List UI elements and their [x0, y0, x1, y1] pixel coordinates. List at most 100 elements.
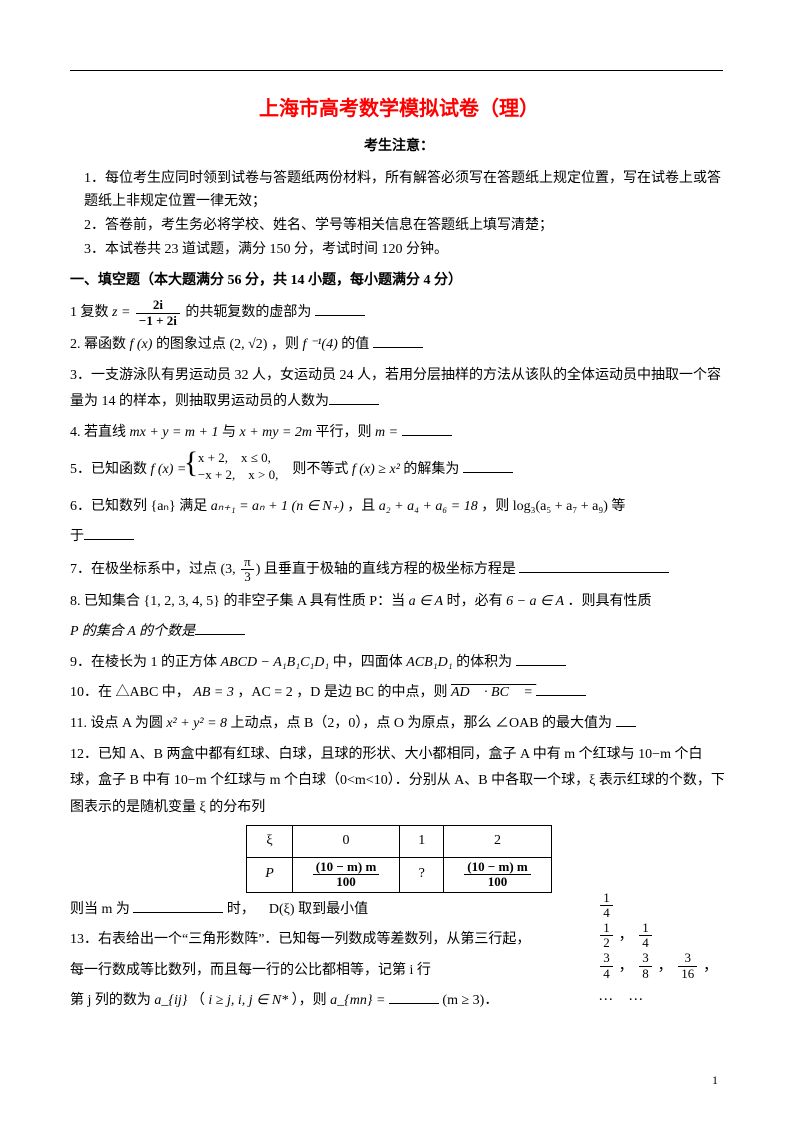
p0-num: (10 − m) m: [313, 860, 379, 875]
q10-ac: ，AC = 2: [237, 685, 292, 700]
q1-text-a: 1 复数: [70, 305, 112, 320]
tri-dots: … …: [598, 981, 718, 1011]
t21d: 2: [600, 936, 613, 950]
t33d: 16: [678, 967, 697, 981]
t22d: 4: [639, 936, 652, 950]
q8-e: P 的集合 A 的个数是: [70, 624, 195, 639]
table-row: ξ 0 1 2: [247, 826, 552, 858]
q10-a: 10．在 △ABC 中，: [70, 685, 190, 700]
q1-z: z =: [112, 305, 130, 320]
q2-a: 2. 幂函数: [70, 337, 130, 352]
t31d: 4: [600, 967, 613, 981]
td-p0: (10 − m) m 100: [292, 857, 399, 892]
td-p2: (10 − m) m 100: [444, 857, 551, 892]
q13-e: ），则: [292, 993, 331, 1008]
td-p: P: [265, 866, 274, 881]
q4-m: m =: [375, 425, 402, 440]
q6-blank: [84, 525, 134, 540]
p0-den: 100: [313, 875, 379, 889]
question-3: 3．一支游泳队有男运动员 32 人，女运动员 24 人，若用分层抽样的方法从该队…: [70, 363, 728, 416]
q4-blank: [402, 421, 452, 436]
q11-b: 上动点，点 B（2，0），点 O 为原点，那么 ∠OAB 的最大值为: [231, 716, 613, 731]
q10-vec: AD⃗ · BC⃗ =: [451, 685, 536, 700]
q13-cond: i ≥ j, i, j ∈ N*: [208, 993, 288, 1008]
q8-set: {1, 2, 3, 4, 5}: [144, 594, 220, 609]
q6-d: ，则: [481, 499, 513, 514]
q5-a: 5．已知函数: [70, 462, 151, 477]
q7-lp: (3,: [221, 562, 240, 577]
question-9: 9．在棱长为 1 的正方体 ABCD − A₁B₁C₁D₁ 中，四面体 ACB₁…: [70, 650, 728, 677]
q13-a: 13．右表给出一个“三角形数阵”．已知每一列数成等差数列，从第三行起，: [70, 932, 530, 947]
q4-l2: x + my = 2m: [240, 425, 313, 440]
instruction-2: 2．答卷前，考生务必将学校、姓名、学号等相关信息在答题纸上填写清楚；: [84, 214, 728, 238]
brace-icon: {: [184, 448, 198, 478]
q2-finv: f ⁻¹(4): [302, 337, 337, 352]
q4-a: 4. 若直线: [70, 425, 130, 440]
q7-a: 7．在极坐标系中，过点: [70, 562, 217, 577]
q7-frac: π 3: [241, 555, 254, 585]
q8-c: 时，必有: [447, 594, 507, 609]
q6-b: 满足: [179, 499, 211, 514]
q10-b: ，D 是边 BC 的中点，则: [296, 685, 451, 700]
q4-b: 平行，则: [316, 425, 376, 440]
q2-d: 的值: [341, 337, 369, 352]
q11-circ: x² + y² = 8: [166, 716, 227, 731]
q5-ineq: f (x) ≥ x²: [352, 462, 400, 477]
t11d: 4: [600, 906, 613, 920]
q8-b: 的非空子集 A 具有性质 P：当: [223, 594, 408, 609]
t32d: 8: [639, 967, 652, 981]
q6-sum: a₂ + a₄ + a₆ = 18: [379, 499, 478, 514]
q9-b: 中，四面体: [333, 655, 407, 670]
q4-l1: mx + y = m + 1: [130, 425, 219, 440]
question-11: 11. 设点 A 为圆 x² + y² = 8 上动点，点 B（2，0），点 O…: [70, 711, 728, 738]
triangle-array: 14 12 ， 14 34 ， 38 ， 316 ， … …: [598, 890, 718, 1011]
q1-text-b: 的共轭复数的虚部为: [185, 305, 311, 320]
q6-a: 6．已知数列: [70, 499, 147, 514]
q10-blank: [536, 681, 586, 696]
th-xi: ξ: [247, 826, 293, 858]
question-1: 1 复数 z = 2i −1 + 2i 的共轭复数的虚部为: [70, 298, 728, 328]
q2-f: f (x): [130, 337, 153, 352]
q1-blank: [315, 301, 365, 316]
q1-fraction: 2i −1 + 2i: [136, 298, 180, 328]
q12-b: 则当 m 为: [70, 902, 130, 917]
q1-num: 2i: [136, 298, 180, 313]
q6-f: 于: [70, 529, 84, 544]
question-6: 6．已知数列 {aₙ} 满足 aₙ₊₁ = aₙ + 1 (n ∈ N₊) ，且…: [70, 494, 728, 521]
question-10: 10．在 △ABC 中， AB = 3 ，AC = 2 ，D 是边 BC 的中点…: [70, 680, 728, 707]
page-title: 上海市高考数学模拟试卷（理）: [70, 90, 728, 128]
q6-e: 等: [611, 499, 625, 514]
top-rule: [70, 70, 723, 71]
q7-rp: ): [256, 562, 261, 577]
q9-blank: [516, 651, 566, 666]
t31n: 3: [600, 951, 613, 966]
q12-c: 时， D(ξ) 取到最小值: [227, 902, 368, 917]
q12-blank: [133, 898, 223, 913]
question-2: 2. 幂函数 f (x) 的图象过点 (2, √2) ，则 f ⁻¹(4) 的值: [70, 332, 728, 359]
t11n: 1: [600, 891, 613, 906]
t33n: 3: [678, 951, 697, 966]
td-p1: ?: [400, 857, 444, 892]
question-7: 7．在极坐标系中，过点 (3, π 3 ) 且垂直于极轴的直线方程的极坐标方程是: [70, 555, 728, 585]
instruction-1: 1．每位考生应同时领到试卷与答题纸两份材料，所有解答必须写在答题纸上规定位置，写…: [84, 167, 728, 215]
q4-mid: 与: [222, 425, 236, 440]
t21n: 1: [600, 921, 613, 936]
p2-num: (10 − m) m: [464, 860, 530, 875]
question-5: 5．已知函数 f (x) = { x + 2, x ≤ 0, −x + 2, x…: [70, 450, 728, 489]
q2-pt: (2, √2): [229, 337, 267, 352]
distribution-table: ξ 0 1 2 P (10 − m) m 100 ? (10 − m) m 10…: [246, 825, 552, 892]
subtitle: 考生注意：: [70, 134, 728, 161]
q8-d: ．则具有性质: [568, 594, 652, 609]
q6-c: ，且: [347, 499, 379, 514]
question-4: 4. 若直线 mx + y = m + 1 与 x + my = 2m 平行，则…: [70, 420, 728, 447]
question-8: 8. 已知集合 {1, 2, 3, 4, 5} 的非空子集 A 具有性质 P：当…: [70, 589, 728, 616]
question-12: 12．已知 A、B 两盒中都有红球、白球，且球的形状、大小都相同，盒子 A 中有…: [70, 742, 728, 822]
q13-c: 第 j 列的数为: [70, 993, 154, 1008]
q12-a: 12．已知 A、B 两盒中都有红球、白球，且球的形状、大小都相同，盒子 A 中有…: [70, 747, 725, 815]
q5-b: 则不等式: [292, 462, 352, 477]
instruction-3: 3．本试卷共 23 道试题，满分 150 分，考试时间 120 分钟。: [84, 238, 728, 262]
page-number: 1: [712, 1069, 718, 1092]
q5-c: 的解集为: [403, 462, 459, 477]
q6-rec: aₙ₊₁ = aₙ + 1 (n ∈ N₊): [211, 499, 344, 514]
q2-blank: [373, 333, 423, 348]
